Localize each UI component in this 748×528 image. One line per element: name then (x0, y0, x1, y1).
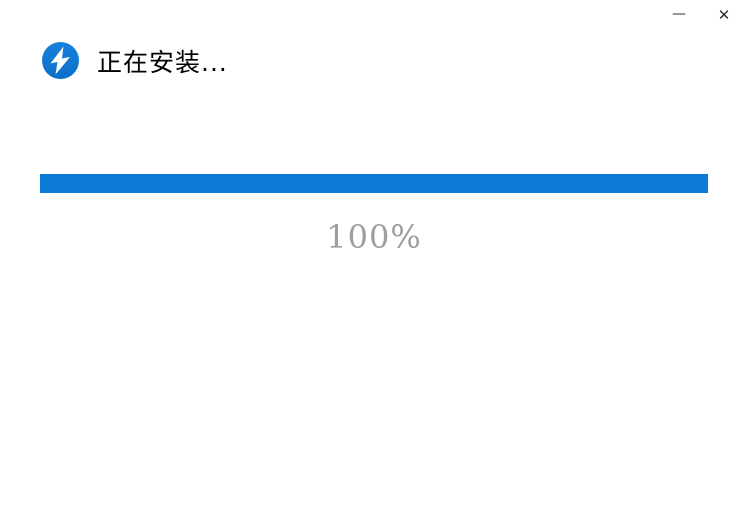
close-icon: ✕ (717, 5, 731, 24)
minimize-button[interactable]: — (662, 0, 696, 30)
minimize-icon: — (672, 6, 686, 22)
bandizip-lightning-icon (42, 42, 79, 79)
close-button[interactable]: ✕ (707, 0, 741, 30)
installing-title: 正在安装... (97, 47, 228, 77)
progress-fill (40, 174, 708, 193)
installer-header: 正在安装... (42, 42, 228, 79)
progress-percent-label: 100% (326, 218, 422, 256)
progress-bar (40, 174, 708, 193)
